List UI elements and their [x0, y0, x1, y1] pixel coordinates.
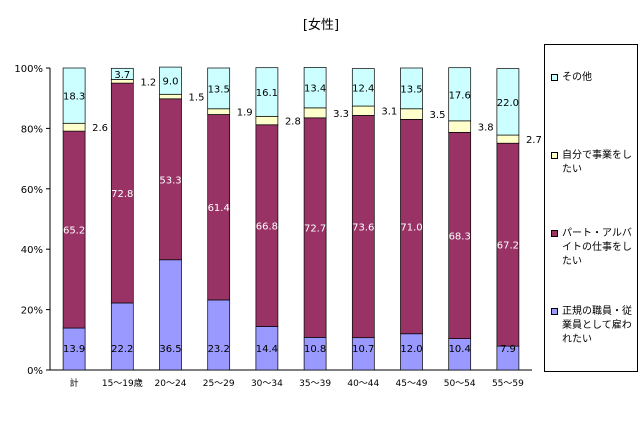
chart-title: [女性] — [302, 18, 340, 33]
legend-label-part-time: パート・アルバイトの仕事をしたい — [562, 228, 632, 267]
x-tick-label: 15～19歳 — [102, 377, 143, 389]
x-tick-label: 50～54 — [444, 379, 476, 389]
y-tick-label: 80% — [21, 124, 43, 135]
bar-segment — [207, 108, 231, 115]
bar-segment — [400, 67, 423, 110]
y-tick-label: 0% — [27, 366, 43, 377]
data-label: 66.8 — [256, 222, 278, 233]
y-tick-label: 100% — [14, 64, 43, 75]
data-label: 7.9 — [500, 344, 516, 355]
bar-segment — [62, 122, 86, 132]
x-tick-label: 35～39 — [299, 379, 331, 389]
data-label: 23.2 — [208, 344, 230, 355]
x-tick-label: 計 — [70, 377, 79, 389]
legend-swatch-regular — [551, 308, 558, 315]
data-label: 72.7 — [304, 224, 326, 235]
x-tick-label: 30～34 — [251, 379, 283, 389]
data-label: 3.3 — [333, 109, 349, 120]
data-label: 2.8 — [285, 117, 301, 128]
data-label: 2.7 — [526, 135, 542, 146]
data-label: 13.5 — [208, 84, 230, 95]
x-tick-label: 40～44 — [347, 379, 379, 389]
x-tick-label: 55～59 — [492, 379, 524, 389]
data-label: 10.7 — [352, 344, 374, 355]
bar-segment — [351, 105, 375, 116]
data-label: 3.8 — [478, 123, 494, 134]
data-label: 3.7 — [114, 70, 130, 81]
data-label: 1.2 — [140, 77, 156, 88]
legend-swatch-self-employed — [551, 152, 558, 159]
bar-segment — [303, 67, 327, 109]
data-label: 73.6 — [352, 223, 374, 234]
data-label: 22.0 — [497, 98, 519, 109]
legend-label-self-employed: 自分で事業をしたい — [562, 150, 632, 175]
data-label: 1.9 — [237, 108, 253, 119]
data-label: 71.0 — [400, 223, 422, 234]
data-label: 13.4 — [304, 84, 326, 95]
bar-segment — [110, 67, 134, 80]
bar-segment — [303, 107, 327, 119]
data-label: 18.3 — [63, 92, 85, 103]
legend-label-other: その他 — [562, 72, 592, 83]
legend-swatch-part-time — [551, 230, 558, 237]
data-label: 3.1 — [381, 107, 397, 118]
data-label: 16.1 — [256, 88, 278, 99]
bar-segment — [496, 68, 520, 136]
bar-segment — [159, 66, 182, 95]
bar-segment — [207, 299, 231, 371]
x-tick-label: 45～49 — [396, 379, 428, 389]
data-label: 22.2 — [111, 344, 133, 355]
data-label: 1.5 — [189, 93, 205, 104]
data-label: 13.9 — [63, 344, 85, 355]
data-label: 68.3 — [449, 231, 471, 242]
data-label: 12.0 — [400, 344, 422, 355]
bar-segment — [255, 67, 279, 117]
data-label: 72.8 — [111, 189, 133, 200]
bar-segment — [110, 302, 134, 371]
y-tick-label: 60% — [21, 185, 43, 196]
bar-segment — [255, 115, 279, 126]
bar-segment — [496, 134, 520, 144]
bar-segment — [159, 93, 182, 100]
data-label: 53.3 — [159, 175, 181, 186]
data-label: 14.4 — [256, 344, 278, 355]
data-label: 65.2 — [63, 226, 85, 237]
data-label: 17.6 — [449, 90, 471, 101]
data-label: 67.2 — [497, 241, 519, 252]
data-label: 2.6 — [92, 123, 108, 134]
y-tick-label: 40% — [21, 245, 43, 256]
data-label: 36.5 — [159, 344, 181, 355]
data-label: 9.0 — [163, 77, 179, 88]
legend-label-regular: 正規の職員・従業員として雇われたい — [562, 306, 632, 345]
data-label: 10.4 — [449, 344, 471, 355]
data-label: 10.8 — [304, 344, 326, 355]
bar-segment — [448, 67, 472, 122]
data-label: 61.4 — [208, 203, 230, 214]
bar-segment — [207, 67, 231, 110]
data-label: 3.5 — [430, 110, 446, 121]
y-tick-label: 20% — [21, 306, 43, 317]
x-tick-label: 20～24 — [155, 379, 187, 389]
legend: その他 自分で事業をしたい パート・アルバイトの仕事をしたい 正規の職員・従業員… — [544, 44, 638, 372]
bar-segment — [448, 120, 472, 133]
data-label: 12.4 — [352, 83, 374, 94]
bar-segment — [351, 68, 375, 107]
bar-segment — [400, 108, 423, 120]
data-label: 13.5 — [400, 84, 422, 95]
x-tick-label: 25～29 — [203, 379, 235, 389]
legend-swatch-other — [551, 74, 558, 81]
bar-segment — [62, 67, 86, 124]
